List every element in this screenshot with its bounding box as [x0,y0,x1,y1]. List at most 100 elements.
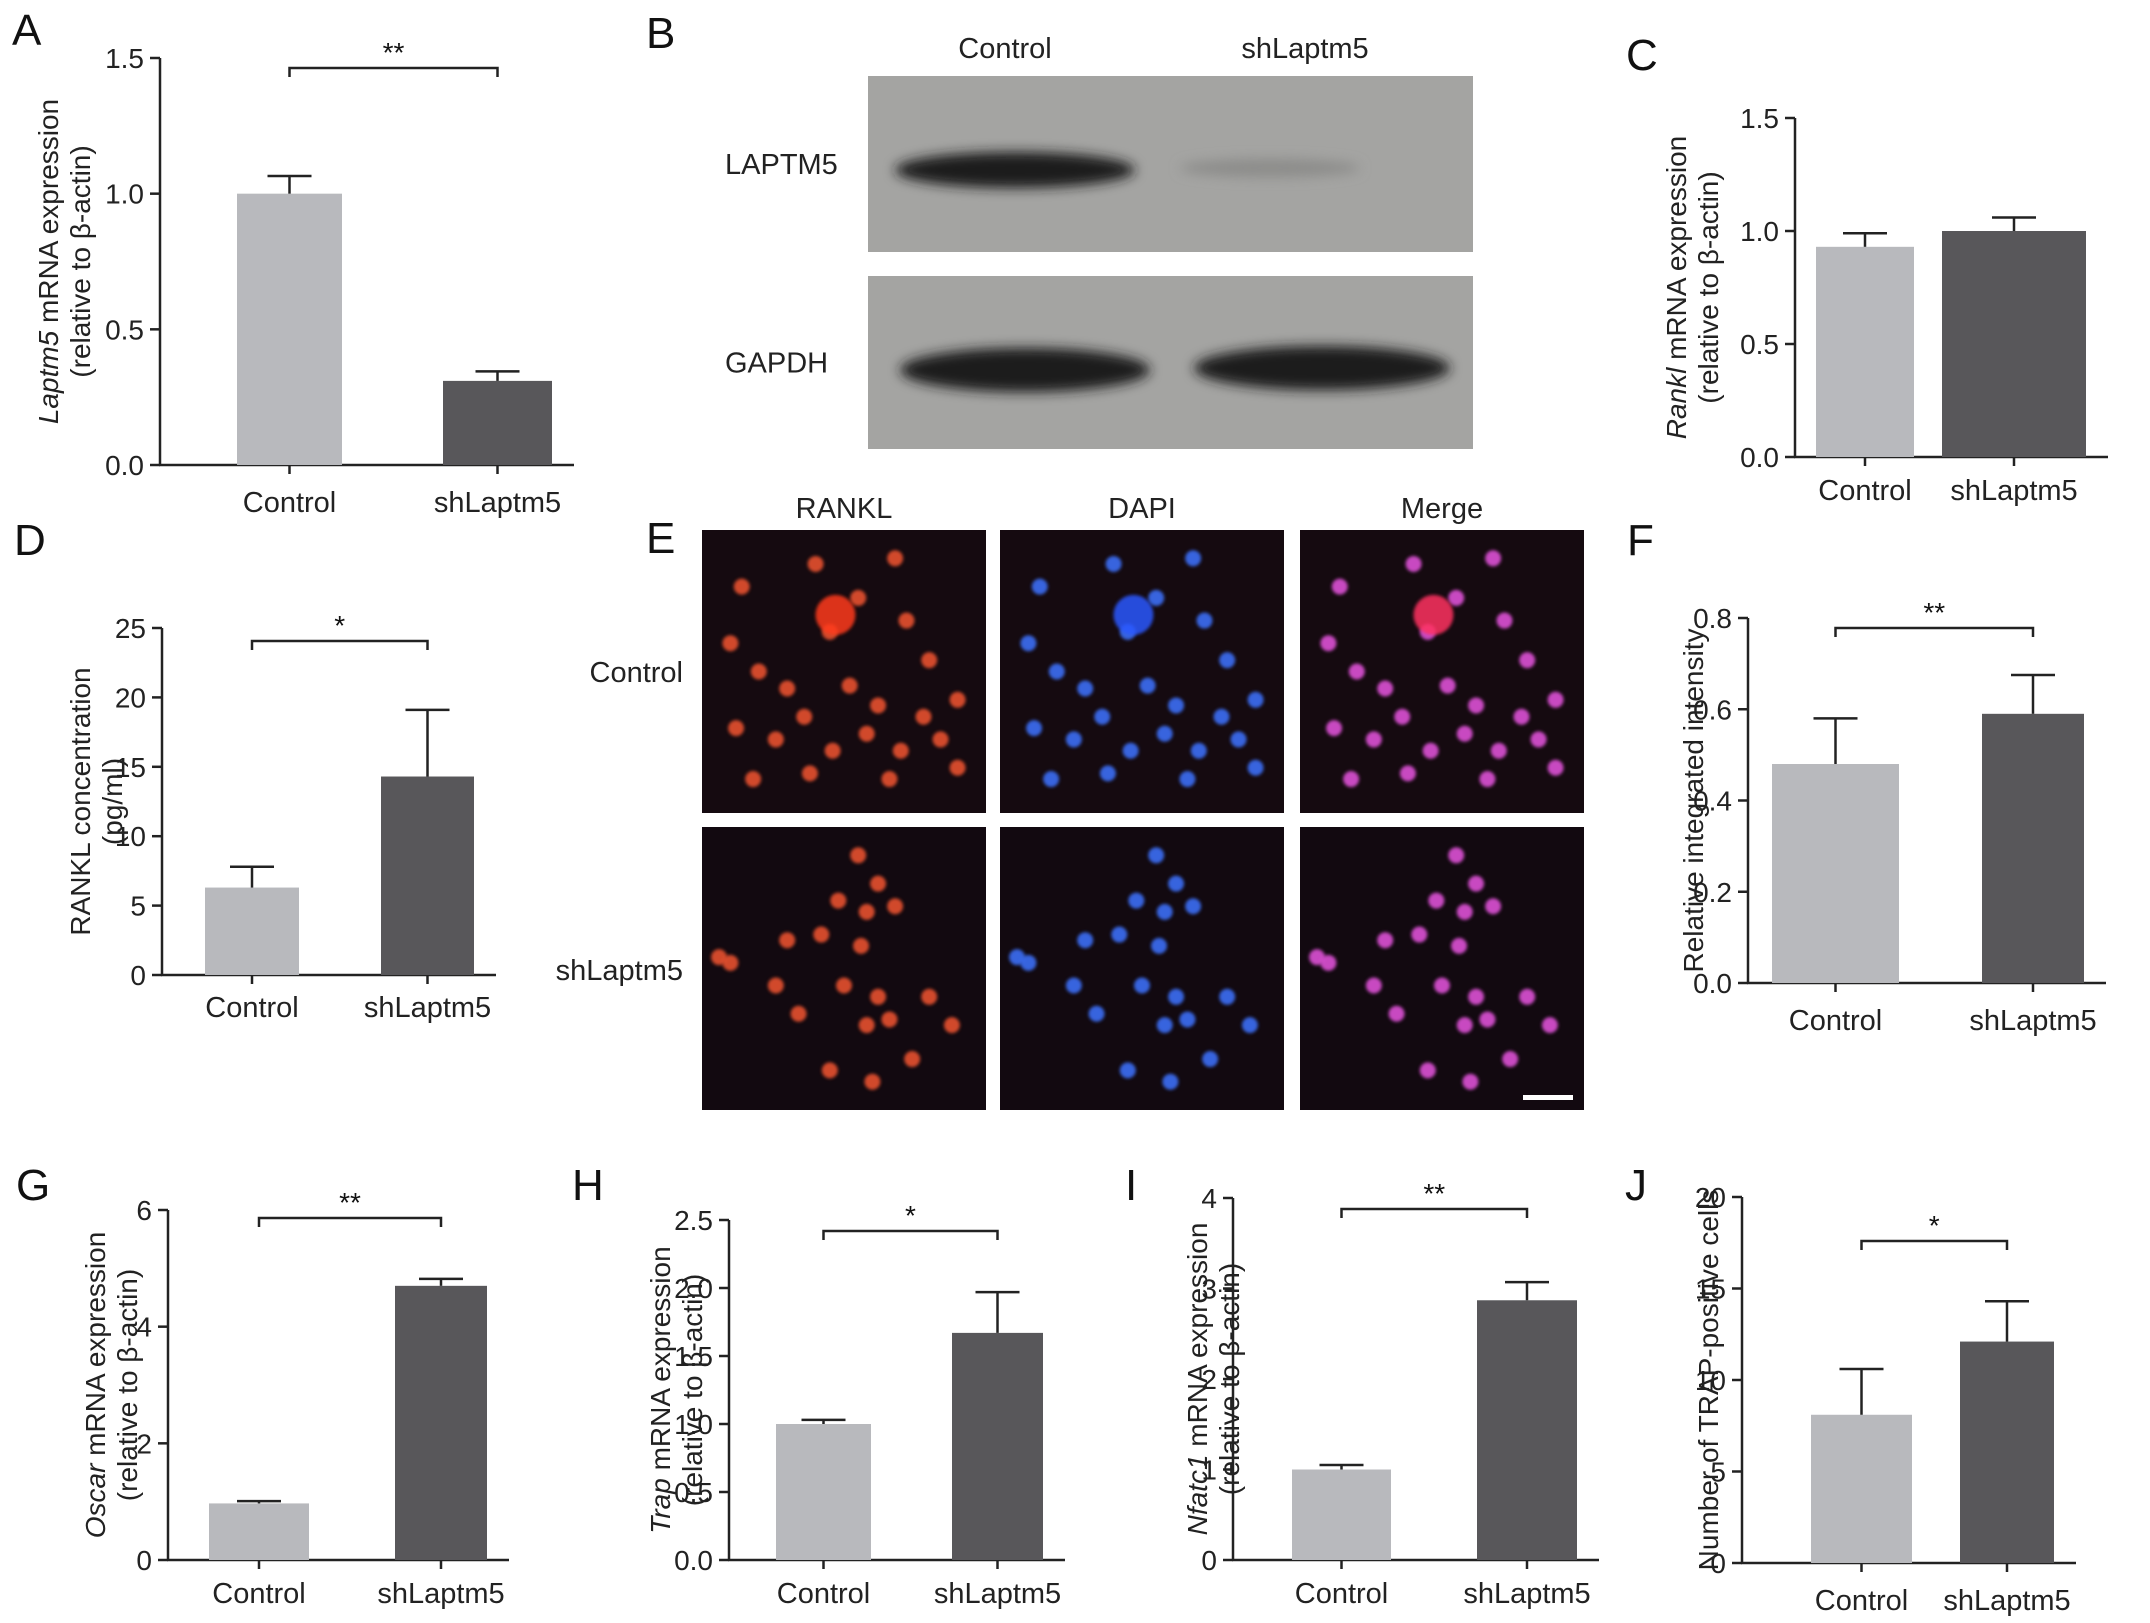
panel-label: F [1627,516,1654,565]
if-cell [1230,731,1247,748]
y-tick-label: 1.5 [1740,103,1779,134]
if-cell [796,708,813,725]
chart-panel-a: A 0.0 0.5 1.0 1.5 Control shLaptm5 ** Laptm5 mRN… [12,6,574,519]
if-cell [858,725,875,742]
if-cell [1202,1051,1219,1068]
if-cell [1179,1011,1196,1028]
if-cell [1168,875,1185,892]
significance-marker: * [905,1200,916,1231]
significance-marker: * [334,610,345,641]
y-tick-label: 0.5 [1740,329,1779,360]
if-cell [1219,652,1236,669]
if-cell [1077,680,1094,697]
y-axis-label-text: mRNA expression [33,99,64,331]
scale-bar [1523,1095,1573,1100]
bar-control [209,1503,309,1560]
y-tick-label: 2.0 [674,1273,713,1304]
if-cell-cluster [1413,594,1454,635]
if-image-rankl [702,827,986,1110]
if-cell [1468,697,1485,714]
y-tick-label: 1.0 [674,1409,713,1440]
if-cell [1196,612,1213,629]
blot-row-label: GAPDH [725,348,828,380]
if-cell [813,926,830,943]
significance-bracket [288,66,499,77]
if-cell [1530,731,1547,748]
y-tick-label: 4 [1201,1183,1217,1214]
panel-label: E [646,514,675,563]
if-cell [870,697,887,714]
if-cell [1185,898,1202,915]
if-cell [1156,1017,1173,1034]
if-cell [864,1073,881,1090]
if-cell [1320,635,1337,652]
x-tick-label: Control [1815,1585,1909,1617]
if-cell [722,635,739,652]
if-cell [1519,988,1536,1005]
if-cell [1139,677,1156,694]
if-cell [1134,977,1150,994]
x-tick-label: shLaptm5 [364,992,491,1024]
if-cell [830,892,847,909]
if-cell [921,988,938,1005]
x-tick-label: shLaptm5 [1943,1585,2070,1617]
if-cell [1020,635,1037,652]
if-cell [1485,898,1502,915]
if-cell [1048,663,1065,680]
x-tick-label: shLaptm5 [934,1578,1061,1610]
if-cell [1185,550,1202,567]
bar-control [1811,1414,1912,1563]
if-cell [1468,988,1485,1005]
y-tick-label: 25 [115,613,146,644]
y-tick-label: 0.0 [1740,442,1779,473]
if-cell [836,977,852,994]
if-cell [1020,954,1037,971]
significance-marker: ** [383,37,405,68]
if-cell [801,765,818,782]
y-tick-label: 0 [130,960,146,991]
if-cell [1043,771,1060,788]
if-cell [1439,677,1456,694]
blot-band-gapdh-shlaptm5 [1194,346,1450,390]
y-tick-label: 10 [115,821,146,852]
if-image-dapi [1000,827,1284,1110]
if-column-label: Merge [1401,493,1483,525]
y-axis-label: Rankl mRNA expression [1661,136,1692,439]
if-cell [841,677,858,694]
if-cell-cluster [1113,594,1154,635]
panel-label: B [646,9,675,58]
if-cell [1213,708,1230,725]
if-cell [1547,759,1564,776]
if-cell [1388,1005,1405,1022]
if-cell [1468,875,1485,892]
if-cell [1162,1073,1179,1090]
if-cell [1502,1051,1519,1068]
if-cell [1168,697,1185,714]
if-cell [850,589,867,606]
if-cell [949,759,966,776]
if-cell [1448,589,1465,606]
significance-bracket [822,1229,999,1240]
if-cell [932,731,949,748]
y-axis-label-gene: Rankl [1661,367,1692,439]
significance-bracket [1340,1207,1529,1218]
y-axis-label: Nfatc1 mRNA expression [1182,1223,1213,1536]
significance-bracket [1860,1239,2009,1250]
y-tick-label: 1 [1201,1455,1217,1486]
immunofluorescence-panel: E RANKL DAPI Merge Control shLaptm5 [556,493,1584,1110]
y-axis-label-text: mRNA expression [645,1246,676,1478]
panel-label: J [1625,1161,1647,1210]
if-cell [1326,720,1343,737]
significance-bracket [257,1216,443,1227]
if-cell [1105,555,1122,572]
bar-control [1816,246,1914,457]
if-cell [1513,708,1530,725]
y-tick-label: 1.0 [105,179,144,210]
if-cell [1219,988,1236,1005]
if-cell [745,771,762,788]
bar-shlaptm5 [1960,1341,2054,1563]
x-tick-label: Control [1789,1005,1883,1037]
if-cell [904,1051,921,1068]
if-cell [1094,708,1111,725]
if-cell-cluster [815,594,856,635]
